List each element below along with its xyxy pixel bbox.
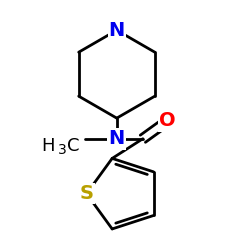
Text: S: S xyxy=(80,184,94,203)
Text: 3: 3 xyxy=(58,143,67,157)
Text: O: O xyxy=(159,112,176,130)
Text: C: C xyxy=(67,136,80,154)
Text: N: N xyxy=(109,21,125,40)
Text: N: N xyxy=(109,129,125,148)
Text: H: H xyxy=(42,136,55,154)
